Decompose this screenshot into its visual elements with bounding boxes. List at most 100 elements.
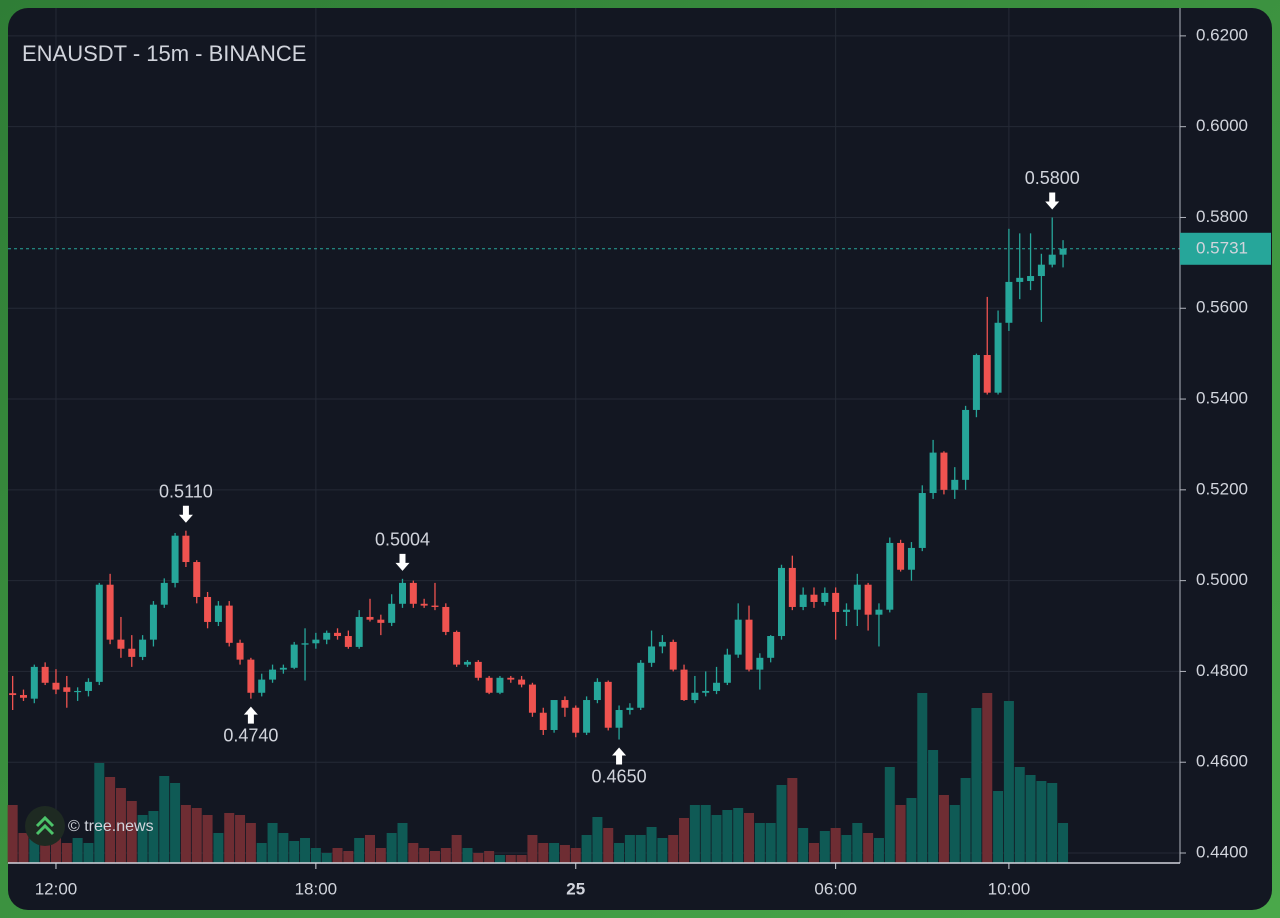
y-tick-label: 0.5400 bbox=[1196, 389, 1248, 408]
candle-body bbox=[918, 493, 926, 548]
candle-body bbox=[171, 535, 179, 583]
candle-body bbox=[106, 584, 114, 640]
candle-body bbox=[52, 682, 60, 690]
candle-body bbox=[539, 712, 547, 730]
candle-body bbox=[366, 616, 374, 620]
candle-body bbox=[84, 681, 92, 691]
volume-bar bbox=[516, 855, 527, 863]
volume-bar bbox=[776, 785, 787, 863]
candle-body bbox=[940, 452, 948, 490]
y-tick-label: 0.5600 bbox=[1196, 298, 1248, 317]
volume-bar bbox=[61, 843, 72, 863]
y-tick-label: 0.4600 bbox=[1196, 752, 1248, 771]
last-price-label: 0.5731 bbox=[1196, 238, 1248, 257]
volume-bar bbox=[928, 750, 939, 863]
candle-body bbox=[507, 677, 515, 680]
volume-bar bbox=[213, 833, 224, 863]
candle-body bbox=[897, 542, 905, 570]
candle-body bbox=[518, 679, 526, 685]
candle-body bbox=[907, 547, 915, 570]
candle-body bbox=[453, 631, 461, 665]
watermark: © tree.news bbox=[68, 818, 154, 835]
annotation-label: 0.5004 bbox=[375, 530, 430, 550]
candle-body bbox=[204, 596, 212, 622]
x-tick-label: 10:00 bbox=[988, 879, 1031, 898]
candle-body bbox=[723, 654, 731, 683]
volume-bar bbox=[581, 835, 592, 863]
volume-bar bbox=[419, 848, 430, 863]
x-tick-label: 12:00 bbox=[35, 879, 78, 898]
candle-body bbox=[669, 641, 677, 670]
candle-body bbox=[334, 632, 342, 637]
y-tick-label: 0.5200 bbox=[1196, 479, 1248, 498]
volume-bar bbox=[440, 848, 451, 863]
x-tick-label: 18:00 bbox=[295, 879, 338, 898]
volume-bar bbox=[668, 835, 679, 863]
annotation-label: 0.5800 bbox=[1025, 168, 1080, 188]
candle-body bbox=[247, 659, 255, 693]
candle-body bbox=[420, 603, 428, 606]
volume-bar bbox=[852, 823, 863, 863]
volume-bar bbox=[159, 776, 170, 863]
candle-body bbox=[30, 666, 38, 699]
volume-bar bbox=[408, 843, 419, 863]
candle-body bbox=[810, 594, 818, 602]
volume-bar bbox=[1003, 701, 1014, 863]
candle-body bbox=[139, 639, 147, 657]
axis-layer: 0.4400 0.4600 0.4800 0.5000 0.5200 0.5400 0.56… bbox=[35, 25, 1271, 898]
candle-body bbox=[95, 584, 103, 682]
volume-bar bbox=[971, 708, 982, 863]
candle-body bbox=[951, 479, 959, 490]
volume-bar bbox=[505, 855, 516, 863]
candle-body bbox=[485, 677, 493, 693]
volume-bar bbox=[343, 851, 354, 863]
candle-body bbox=[9, 693, 17, 696]
candle-body bbox=[258, 679, 266, 693]
candle-body bbox=[658, 641, 666, 647]
volume-bar bbox=[40, 838, 51, 863]
volume-bar bbox=[733, 808, 744, 863]
annotation-arrow bbox=[243, 706, 258, 724]
candle-body bbox=[767, 636, 775, 658]
candle-body bbox=[853, 584, 861, 610]
candle-body bbox=[972, 355, 980, 410]
volume-bar bbox=[624, 835, 635, 863]
candle-body bbox=[637, 662, 645, 708]
volume-bar bbox=[1036, 781, 1047, 863]
volume-bar bbox=[982, 693, 993, 863]
candle-body bbox=[528, 684, 536, 713]
candle-body bbox=[702, 690, 710, 693]
candle-layer bbox=[9, 217, 1067, 740]
candle-body bbox=[615, 710, 623, 728]
annotation-layer: 0.5110 0.4740 0.5004 0.4650 0.5800 bbox=[8, 168, 1180, 786]
annotation-label: 0.4740 bbox=[223, 725, 278, 745]
volume-bar bbox=[819, 831, 830, 863]
volume-bar bbox=[765, 823, 776, 863]
candle-body bbox=[388, 603, 396, 623]
candle-body bbox=[279, 667, 287, 670]
candle-body bbox=[1027, 276, 1035, 282]
volume-bar bbox=[300, 838, 311, 863]
volume-bar bbox=[397, 823, 408, 863]
volume-bar bbox=[722, 810, 733, 863]
candle-body bbox=[832, 592, 840, 612]
volume-bar bbox=[289, 841, 300, 863]
candle-body bbox=[312, 639, 320, 644]
volume-bar bbox=[148, 811, 159, 863]
volume-bar bbox=[787, 778, 798, 863]
volume-bar bbox=[494, 855, 505, 863]
last-price-badge bbox=[1180, 232, 1271, 265]
candle-body bbox=[442, 606, 450, 632]
candle-body bbox=[182, 535, 190, 563]
annotation-arrow bbox=[1045, 192, 1060, 210]
y-tick-label: 0.4800 bbox=[1196, 661, 1248, 680]
candle-body bbox=[799, 594, 807, 607]
volume-bar bbox=[256, 843, 267, 863]
volume-bar bbox=[375, 848, 386, 863]
candle-body bbox=[1037, 264, 1045, 277]
candle-body bbox=[583, 700, 591, 733]
y-tick-label: 0.6000 bbox=[1196, 116, 1248, 135]
volume-bar bbox=[267, 823, 278, 863]
volume-bar bbox=[895, 805, 906, 863]
